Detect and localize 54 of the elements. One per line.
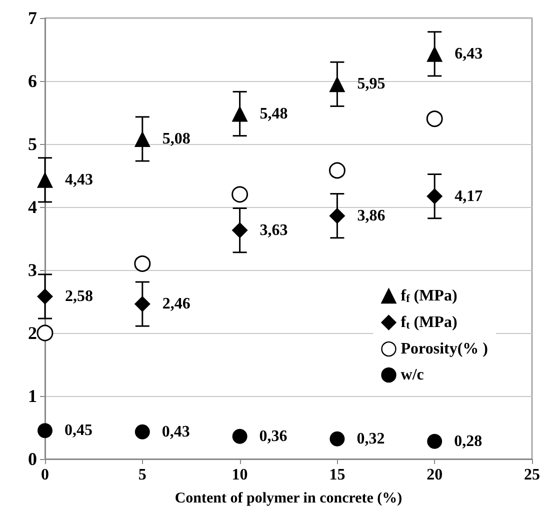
- point: [426, 46, 443, 62]
- data-label: 2,46: [162, 296, 190, 313]
- point: [427, 434, 442, 449]
- data-label: 3,86: [357, 207, 386, 224]
- x-tick-label: 5: [138, 466, 146, 484]
- point: [329, 208, 346, 224]
- legend-label: ft (MPa): [400, 314, 458, 332]
- point: [232, 106, 248, 122]
- point: [36, 324, 54, 342]
- y-tick-label: 4: [28, 197, 37, 217]
- y-tick-label: 2: [28, 323, 37, 343]
- y-tick-label: 3: [28, 260, 37, 280]
- data-label: 0,36: [259, 428, 288, 445]
- data-label: 0,32: [356, 430, 385, 448]
- point: [232, 428, 248, 444]
- data-label: 2,58: [65, 288, 93, 305]
- legend-label: w/c: [400, 366, 424, 384]
- x-tick-label: 10: [232, 466, 248, 484]
- point: [330, 431, 345, 446]
- point: [232, 222, 248, 238]
- data-label: 5,48: [260, 105, 288, 122]
- data-label: 5,95: [357, 76, 386, 93]
- point: [134, 130, 150, 147]
- legend-label: Porosity(% ): [400, 340, 488, 358]
- y-tick-label: 1: [28, 386, 37, 406]
- point: [38, 423, 52, 438]
- point: [328, 162, 346, 179]
- y-tick-label: 5: [28, 134, 37, 154]
- y-tick-label: 6: [28, 71, 37, 91]
- data-label: 5,08: [162, 130, 190, 148]
- legend-label: ff (MPa): [400, 288, 458, 305]
- point: [329, 76, 346, 92]
- point: [134, 296, 150, 312]
- point: [134, 424, 150, 440]
- y-tick-label: 7: [28, 8, 37, 28]
- data-label: 4,43: [65, 171, 93, 188]
- x-tick-label: 25: [524, 466, 540, 484]
- point: [134, 255, 151, 272]
- point: [37, 288, 53, 304]
- x-axis-title: Content of polymer in concrete (%): [174, 490, 402, 506]
- y-tick-label: 0: [28, 449, 37, 469]
- data-label: 3,63: [260, 222, 288, 239]
- point: [426, 188, 443, 204]
- data-label: 6,43: [454, 45, 483, 62]
- data-label: 0,43: [162, 423, 190, 440]
- x-tick-label: 15: [329, 466, 346, 484]
- data-label: 0,45: [64, 422, 92, 440]
- point: [232, 186, 248, 203]
- data-label: 4,17: [454, 188, 483, 205]
- data-label: 0,28: [454, 432, 482, 450]
- x-tick-label: 20: [426, 466, 443, 484]
- x-tick-label: 0: [41, 466, 49, 484]
- point: [37, 172, 53, 188]
- point: [426, 110, 443, 128]
